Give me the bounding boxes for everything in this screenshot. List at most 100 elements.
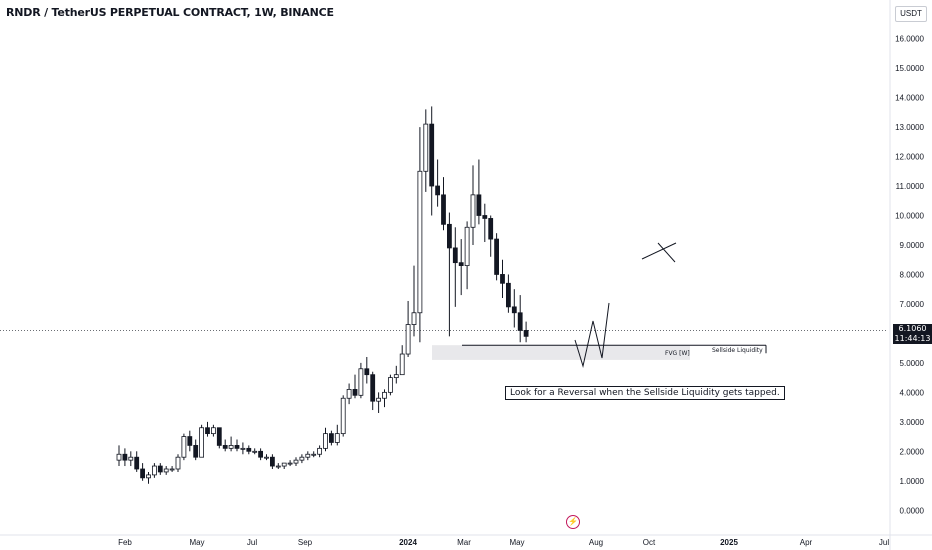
x-tick-label: Mar (457, 538, 471, 547)
candle (317, 445, 323, 458)
candle (488, 215, 494, 257)
candle-body (151, 465, 157, 476)
candle-body (482, 215, 488, 219)
candle (240, 442, 246, 455)
candle-body (376, 397, 382, 402)
candle-body (358, 368, 364, 396)
reversal-note[interactable]: Look for a Reversal when the Sellside Li… (505, 386, 785, 400)
candle-body (523, 330, 529, 337)
x-tick-label: Sep (298, 538, 313, 547)
candle-body (128, 456, 134, 461)
candle-body (370, 374, 376, 402)
candle-body (423, 123, 429, 172)
candle (116, 445, 122, 467)
candle (157, 463, 163, 475)
candle-body (494, 238, 500, 275)
y-tick-label: 16.0000 (895, 35, 924, 44)
x-tick-label: 2024 (399, 538, 417, 547)
x-tick-label: Apr (800, 538, 813, 547)
candle (452, 227, 458, 307)
candle (435, 159, 441, 207)
candle-body (429, 123, 435, 187)
candle (464, 221, 470, 290)
candle (311, 451, 317, 458)
candle (376, 392, 382, 413)
candle-body (476, 194, 482, 216)
candle-body (122, 453, 128, 461)
candle (476, 159, 482, 225)
candle-body (464, 226, 470, 267)
candle (494, 233, 500, 281)
y-tick-label: 0.0000 (900, 506, 925, 515)
candle-body (328, 433, 334, 443)
y-tick-label: 14.0000 (895, 94, 924, 103)
candle-body (228, 445, 234, 449)
candle (228, 436, 234, 452)
candle-body (134, 456, 140, 470)
x-tick-label: May (509, 538, 524, 547)
y-tick-label: 2.0000 (900, 447, 925, 456)
candle-body (240, 447, 246, 450)
candle (387, 374, 393, 396)
candle-body (293, 459, 299, 464)
candle (287, 460, 293, 467)
candle-body (441, 194, 446, 225)
candle-body (199, 427, 205, 458)
candle (169, 466, 175, 472)
fvg-zone (432, 345, 690, 360)
candle-body (346, 389, 352, 399)
candle (246, 445, 252, 455)
x-tick-label: 2025 (720, 538, 738, 547)
candle (323, 427, 328, 452)
chart-title: RNDR / TetherUS PERPETUAL CONTRACT, 1W, … (6, 6, 334, 19)
candle-body (393, 374, 399, 379)
candle (187, 430, 193, 452)
candle (511, 289, 517, 328)
candle-body (252, 450, 258, 453)
candle-body (116, 453, 122, 461)
candle-body (205, 427, 210, 435)
y-tick-label: 5.0000 (900, 359, 925, 368)
candle-body (187, 436, 193, 446)
candle-body (299, 456, 305, 461)
candle-body (275, 465, 281, 468)
candle-body (157, 465, 163, 473)
lightning-icon[interactable]: ⚡ (566, 515, 580, 529)
candle-body (505, 282, 511, 308)
candle (352, 374, 358, 399)
candle (346, 383, 352, 405)
candle (193, 439, 199, 461)
currency-button[interactable]: USDT (895, 6, 927, 22)
candle-body (340, 397, 346, 435)
candle-body (210, 427, 216, 435)
candle (234, 439, 240, 452)
candle (423, 109, 429, 192)
candle (364, 356, 370, 384)
candle (151, 463, 157, 478)
candle (216, 427, 222, 449)
candle-body (323, 433, 328, 449)
y-tick-label: 9.0000 (900, 241, 925, 250)
candle (399, 345, 405, 376)
last-price-tag: 6.1060 11:44:13 (893, 324, 932, 344)
candle-body (405, 324, 411, 355)
candle-body (181, 436, 187, 458)
candle (411, 265, 417, 337)
candle-body (264, 456, 269, 459)
candle-body (216, 427, 222, 446)
candle (264, 454, 269, 461)
candle-body (317, 447, 323, 455)
x-tick-label: Oct (643, 538, 656, 547)
projection-path (574, 302, 610, 368)
candle-body (352, 389, 358, 396)
candle-body (435, 185, 441, 196)
candle (505, 274, 511, 313)
candle-body (399, 353, 405, 376)
candle (446, 212, 452, 337)
candle (500, 259, 505, 299)
y-tick-label: 1.0000 (900, 477, 925, 486)
candle (417, 127, 423, 343)
x-tick-label: May (189, 538, 204, 547)
candle-body (364, 368, 370, 376)
